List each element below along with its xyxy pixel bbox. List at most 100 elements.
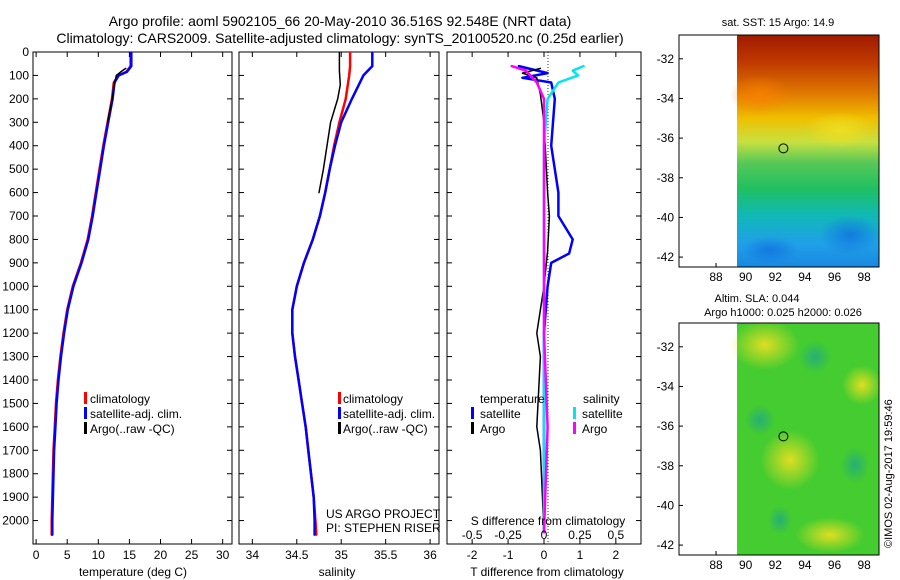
legend-swatch-argo <box>338 422 341 434</box>
sst-map-xtick-label: 98 <box>858 270 872 284</box>
sst-map-xtick-label: 94 <box>798 270 812 284</box>
sst-map-ytick-label: -40 <box>657 210 675 224</box>
legend-label-t-satellite: satellite <box>480 407 521 421</box>
sla-map-xtick-label: 96 <box>828 558 842 572</box>
title-line-2: Climatology: CARS2009. Satellite-adjuste… <box>56 30 623 46</box>
salinity-line-argo-raw-qc <box>318 52 342 194</box>
salinity-series <box>291 52 374 536</box>
salinity-xtick-label: 35 <box>335 548 349 562</box>
difference-xtick-label: -2 <box>467 548 478 562</box>
legend-label-argo: Argo(..raw -QC) <box>90 422 175 436</box>
depth-tick-label: 1600 <box>2 420 29 434</box>
sst-map-xtick-label: 90 <box>739 270 753 284</box>
legend-label-satellite: satellite-adj. clim. <box>343 407 435 421</box>
legend-swatch-argo <box>84 422 87 434</box>
difference-legend: temperature salinity satellite Argo sate… <box>471 392 623 436</box>
t-difference-axis-label: T difference from climatology <box>470 565 624 579</box>
sla-high-patch <box>795 517 865 553</box>
sst-map-ytick-label: -36 <box>657 131 675 145</box>
sst-map-ytick-label: -38 <box>657 171 675 185</box>
sla-map-ytick-label: -38 <box>657 459 675 473</box>
legend-swatch-climatology <box>84 392 87 404</box>
legend-group-salinity: salinity <box>583 392 620 406</box>
depth-tick-label: 1300 <box>2 350 29 364</box>
depth-tick-label: 800 <box>9 232 29 246</box>
depth-tick-label: 500 <box>9 162 29 176</box>
salinity-xtick-label: 35.5 <box>374 548 398 562</box>
sla-map-frame <box>678 322 880 556</box>
sla-map-xtick-label: 90 <box>739 558 753 572</box>
s-difference-tick-label: 0 <box>541 528 548 542</box>
sst-map-ytick-label: -34 <box>657 91 675 105</box>
legend-swatch-satellite <box>338 407 341 419</box>
depth-tick-label: 1800 <box>2 467 29 481</box>
sla-map-title-line-2: Argo h1000: 0.025 h2000: 0.026 <box>704 307 862 319</box>
legend-label-climatology: climatology <box>90 392 150 406</box>
sst-cool-patch <box>820 215 880 255</box>
sst-map-xtick-label: 96 <box>828 270 842 284</box>
legend-label-s-satellite: satellite <box>582 407 623 421</box>
sst-map-ytick-label: -42 <box>657 250 675 264</box>
salinity-axis-label: salinity <box>319 565 356 579</box>
depth-tick-label: 1000 <box>2 279 29 293</box>
depth-tick-label: 1900 <box>2 490 29 504</box>
depth-tick-label: 600 <box>9 186 29 200</box>
salinity-legend: climatology satellite-adj. clim. Argo(..… <box>326 392 441 535</box>
sla-map-ytick-label: -40 <box>657 498 675 512</box>
legend-label-satellite: satellite-adj. clim. <box>90 407 182 421</box>
legend-label-climatology: climatology <box>343 392 403 406</box>
imos-timestamp: ©IMOS 02-Aug-2017 19:59:46 <box>883 399 895 548</box>
difference-series <box>510 52 585 544</box>
difference-line-t-argo <box>521 67 551 534</box>
sst-map-panel: sat. SST: 15 Argo: 14.9 <box>678 17 880 268</box>
salinity-xtick-label: 36 <box>423 548 437 562</box>
temperature-series <box>50 52 133 536</box>
sla-map-ytick-label: -42 <box>657 538 675 552</box>
temperature-plot-frame <box>32 51 233 545</box>
depth-tick-label: 1100 <box>3 303 29 317</box>
sst-warm-patch <box>805 112 875 148</box>
axis-ticks: 0 5 10 15 20 25 300100200300400500600700800900… <box>2 45 871 572</box>
difference-xtick-label: -1 <box>503 548 514 562</box>
depth-tick-label: 100 <box>9 68 29 82</box>
depth-tick-label: 1500 <box>2 396 29 410</box>
legend-swatch-satellite <box>84 407 87 419</box>
temperature-xtick-label: 15 <box>123 548 137 562</box>
depth-tick-label: 200 <box>9 92 29 106</box>
sla-map-panel: Altim. SLA: 0.044 Argo h1000: 0.025 h200… <box>678 293 882 556</box>
salinity-xtick-label: 34 <box>246 548 260 562</box>
sla-low-patch <box>768 506 792 534</box>
sla-map-ytick-label: -32 <box>657 340 675 354</box>
sla-low-patch <box>745 405 775 435</box>
temperature-xtick-label: 20 <box>154 548 168 562</box>
depth-tick-label: 2000 <box>2 514 29 528</box>
legend-label-argo: Argo(..raw -QC) <box>343 422 428 436</box>
temperature-xtick-label: 10 <box>92 548 106 562</box>
s-difference-axis-label: S difference from climatology <box>471 514 626 528</box>
depth-tick-label: 1700 <box>2 443 29 457</box>
temperature-xtick-label: 0 <box>33 548 40 562</box>
legend-swatch-t-satellite <box>471 407 474 419</box>
sla-map-xtick-label: 92 <box>769 558 783 572</box>
sla-map-ytick-label: -34 <box>657 379 675 393</box>
sla-low-patch <box>841 447 869 483</box>
s-difference-tick-label: 0.25 <box>568 528 592 542</box>
title-line-1: Argo profile: aoml 5902105_66 20-May-201… <box>109 13 572 29</box>
legend-swatch-s-satellite <box>573 407 576 419</box>
difference-line-t-satellite <box>517 64 574 534</box>
temperature-xtick-label: 25 <box>185 548 199 562</box>
pi-label: PI: STEPHEN RISER <box>326 521 441 535</box>
difference-xtick-label: 2 <box>613 548 620 562</box>
legend-swatch-climatology <box>338 392 341 404</box>
difference-xtick-label: 1 <box>577 548 584 562</box>
difference-xtick-label: 0 <box>541 548 548 562</box>
depth-tick-label: 700 <box>9 209 29 223</box>
sst-cool-patch <box>742 236 798 264</box>
temperature-xtick-label: 5 <box>64 548 71 562</box>
project-label: US ARGO PROJECT <box>326 507 441 521</box>
temperature-xtick-label: 30 <box>216 548 230 562</box>
salinity-line-satellite-adj-clim <box>291 52 374 536</box>
sla-high-patch <box>730 320 800 370</box>
sst-map-title: sat. SST: 15 Argo: 14.9 <box>722 17 835 29</box>
